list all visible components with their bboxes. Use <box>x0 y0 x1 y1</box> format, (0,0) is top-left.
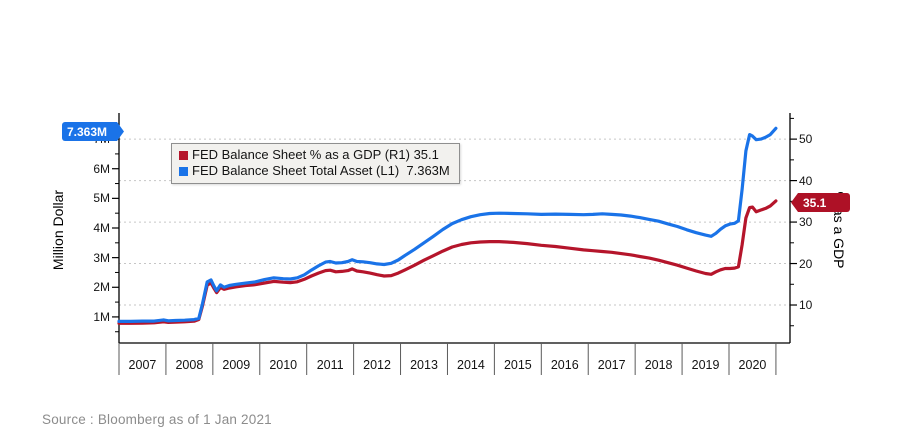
legend-item-total-asset[interactable]: FED Balance Sheet Total Asset (L1) 7.363… <box>179 163 450 179</box>
x-axis-year-label: 2016 <box>550 358 579 372</box>
source-caption: Source : Bloomberg as of 1 Jan 2021 <box>42 412 272 427</box>
series-line-gdp-percent[interactable] <box>117 199 778 325</box>
x-axis-year-label: 2010 <box>269 358 298 372</box>
legend-label: FED Balance Sheet % as a GDP (R1) 35.1 <box>192 147 439 162</box>
last-value-tag-total-asset: 7.363M <box>62 122 124 141</box>
y-axis-right-tick-label: 30 <box>799 215 813 230</box>
x-axis-year-label: 2014 <box>457 358 485 372</box>
chart-legend: FED Balance Sheet % as a GDP (R1) 35.1 F… <box>171 143 460 184</box>
x-axis-year-label: 2017 <box>597 358 626 372</box>
x-axis-year-label: 2020 <box>738 358 767 372</box>
x-axis-year-label: 2008 <box>175 358 204 372</box>
y-axis-right-tick-label: 20 <box>799 256 813 271</box>
legend-swatch-red <box>179 150 188 160</box>
left-axis-title: Million Dollar <box>50 189 66 271</box>
legend-item-gdp-percent[interactable]: FED Balance Sheet % as a GDP (R1) 35.1 <box>179 147 450 163</box>
y-axis-left-tick-label: 2M <box>93 280 110 295</box>
y-axis-left-tick-label: 4M <box>93 221 110 235</box>
series-line-total-asset[interactable] <box>117 126 778 323</box>
y-axis-left-tick-label: 6M <box>93 161 110 176</box>
legend-swatch-blue <box>179 166 188 176</box>
y-axis-right-tick-label: 50 <box>799 132 813 147</box>
legend-label: FED Balance Sheet Total Asset (L1) 7.363… <box>192 163 450 178</box>
x-axis-year-label: 2007 <box>128 358 157 372</box>
y-axis-left-tick-label: 3M <box>93 250 110 265</box>
y-axis-left-tick-label: 1M <box>93 309 110 324</box>
x-axis-year-label: 2019 <box>691 358 720 372</box>
x-axis-year-label: 2015 <box>503 358 532 372</box>
y-axis-right-tick-label: 40 <box>799 173 813 188</box>
x-axis-year-label: 2011 <box>316 358 344 372</box>
x-axis-year-label: 2013 <box>410 358 438 372</box>
y-axis-right-tick-label: 10 <box>799 298 813 312</box>
x-axis-year-label: 2018 <box>644 358 673 372</box>
y-axis-left-tick-label: 5M <box>93 191 110 206</box>
x-axis-year-label: 2009 <box>222 358 251 372</box>
last-value-tag-gdp-percent: 35.1 <box>791 193 850 212</box>
x-axis-year-label: 2012 <box>363 358 391 372</box>
